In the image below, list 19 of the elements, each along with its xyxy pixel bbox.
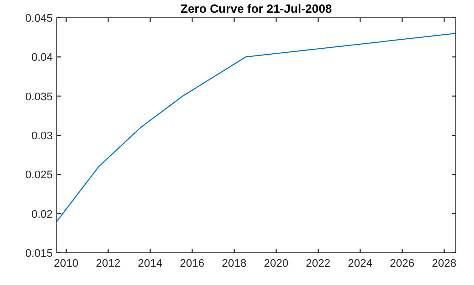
y-tick-label: 0.04 <box>32 52 53 64</box>
x-tick-label: 2022 <box>306 258 331 270</box>
chart-title: Zero Curve for 21-Jul-2008 <box>180 2 333 16</box>
x-tick-label: 2028 <box>432 258 457 270</box>
x-tick-label: 2012 <box>96 258 121 270</box>
y-tick-label: 0.02 <box>32 208 53 221</box>
y-tick-label: 0.045 <box>25 13 53 25</box>
line-series <box>56 33 456 222</box>
x-tick-label: 2024 <box>348 258 373 270</box>
y-tick-label: 0.015 <box>25 248 53 260</box>
x-tick-label: 2014 <box>138 258 163 270</box>
x-tick-label: 2010 <box>54 258 79 270</box>
x-tick-label: 2026 <box>390 258 415 270</box>
y-tick-label: 0.03 <box>32 130 53 142</box>
x-tick-label: 2018 <box>222 258 247 270</box>
x-tick-label: 2016 <box>180 258 205 270</box>
x-tick-label: 2020 <box>264 258 289 270</box>
y-tick-label: 0.025 <box>25 170 53 182</box>
y-tick-label: 0.035 <box>25 91 53 104</box>
